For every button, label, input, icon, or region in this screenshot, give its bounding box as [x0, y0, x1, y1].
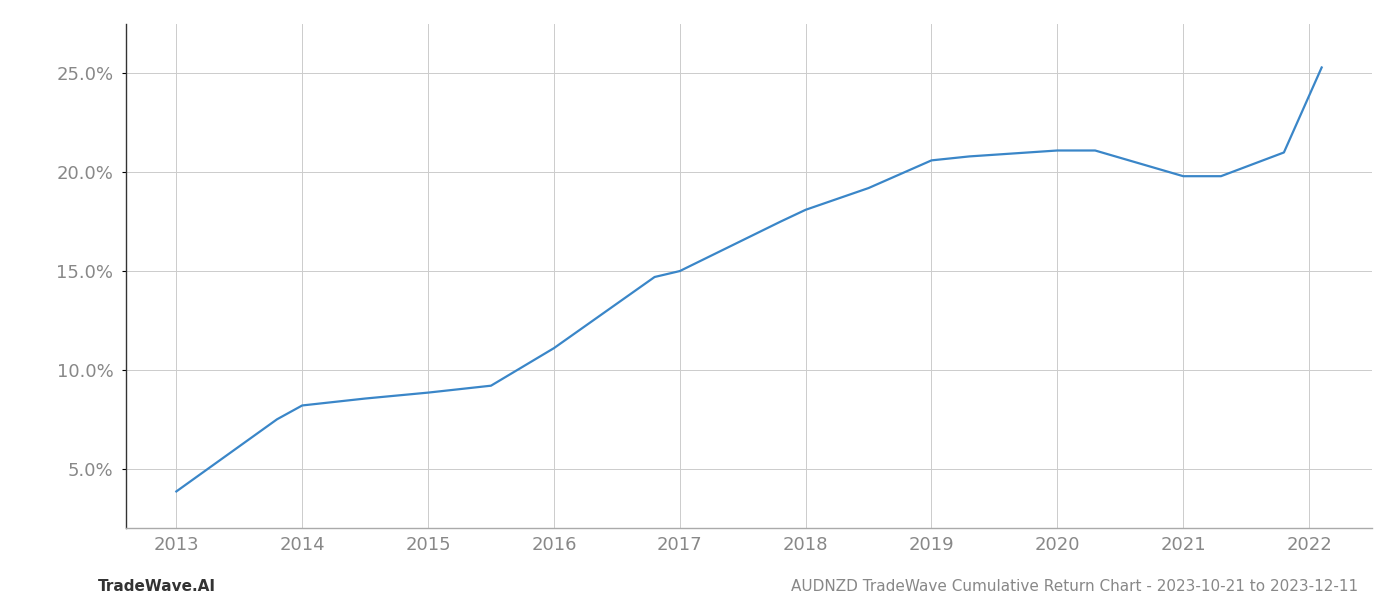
Text: TradeWave.AI: TradeWave.AI	[98, 579, 216, 594]
Text: AUDNZD TradeWave Cumulative Return Chart - 2023-10-21 to 2023-12-11: AUDNZD TradeWave Cumulative Return Chart…	[791, 579, 1358, 594]
